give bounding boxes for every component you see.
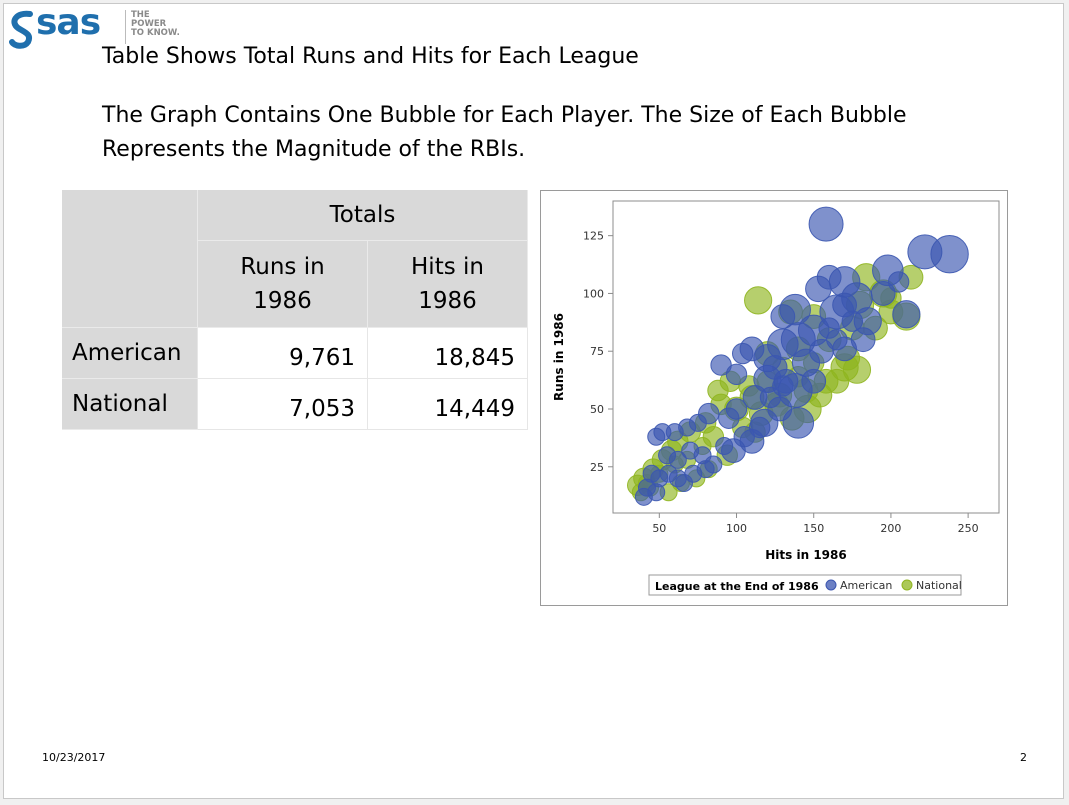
bubble-american — [718, 407, 740, 429]
bubble-american — [782, 407, 815, 439]
bubble-chart-frame: 50 100 150 200 250 25 50 75 100 125 Hits in 1986 Ru… — [540, 190, 1008, 606]
y-tick-label: 100 — [583, 287, 604, 300]
row-label-national: National — [62, 378, 198, 430]
bubble-american — [647, 427, 666, 446]
bubble-american — [748, 416, 771, 439]
bubble-national — [824, 368, 850, 394]
bubble-american — [809, 338, 834, 364]
y-tick-label: 75 — [590, 345, 604, 358]
x-tick-label: 150 — [803, 522, 824, 535]
sas-logo: sas THE POWER TO KNOW. — [8, 2, 198, 52]
hits-value-national: 14,449 — [367, 378, 528, 430]
bubble-american — [762, 355, 788, 380]
totals-table: Totals Runs in 1986 Hits in 1986 American … — [62, 190, 528, 430]
table-row: American 9,761 18,845 — [62, 327, 528, 379]
bullet-table-description: Table Shows Total Runs and Hits for Each… — [102, 44, 639, 69]
bubble-american — [892, 300, 921, 329]
bubble-american — [818, 317, 840, 339]
legend-label-american: American — [840, 579, 892, 592]
bubble-american — [930, 234, 969, 274]
slide: sas THE POWER TO KNOW. Table Shows Total… — [3, 2, 1064, 799]
legend-box — [648, 574, 962, 596]
hits-column-header: Hits in 1986 — [367, 240, 528, 328]
legend-title: League at the End of 1986 — [655, 580, 819, 593]
y-tick-label: 25 — [590, 461, 604, 474]
x-tick-label: 100 — [726, 522, 747, 535]
bubble-american — [647, 483, 666, 502]
bullet-graph-description: The Graph Contains One Bubble for Each P… — [102, 103, 907, 162]
bubble-american — [841, 310, 864, 332]
bubble-american — [808, 206, 844, 242]
x-tick-label: 200 — [880, 522, 901, 535]
legend-label-national: National — [916, 579, 962, 592]
bubble-chart: 50 100 150 200 250 25 50 75 100 125 Hits in 1986 Ru… — [552, 200, 1000, 596]
sas-swirl-icon — [9, 10, 33, 49]
bubble-american — [696, 460, 715, 479]
row-label-american: American — [62, 327, 198, 379]
totals-header: Totals — [197, 190, 528, 241]
bubble-national — [744, 286, 773, 315]
bubble-american — [887, 271, 910, 293]
bubble-american — [731, 342, 754, 365]
legend-marker-national — [901, 579, 913, 591]
footer-date: 10/23/2017 — [42, 751, 106, 764]
table-corner — [62, 190, 198, 328]
x-tick-label: 250 — [958, 522, 979, 535]
bubble-american — [870, 281, 896, 306]
runs-column-header: Runs in 1986 — [197, 240, 368, 328]
bubble-american — [759, 386, 782, 409]
logo-divider — [125, 10, 126, 44]
y-tick-label: 50 — [590, 403, 604, 416]
hits-value-american: 18,845 — [367, 327, 528, 379]
runs-value-national: 7,053 — [197, 378, 368, 430]
bubble-american — [668, 450, 687, 469]
legend-marker-american — [825, 579, 837, 591]
y-tick-label: 125 — [583, 230, 604, 243]
logo-wordmark: sas — [36, 2, 101, 43]
x-axis-label: Hits in 1986 — [765, 548, 846, 562]
bubble-american — [725, 363, 748, 386]
page-number: 2 — [1020, 751, 1027, 764]
runs-value-american: 9,761 — [197, 327, 368, 379]
logo-tagline: THE POWER TO KNOW. — [131, 10, 180, 38]
bubble-american — [715, 436, 734, 455]
y-axis-label: Runs in 1986 — [552, 313, 566, 401]
bubble-american — [805, 275, 832, 303]
table-row: National 7,053 14,449 — [62, 378, 528, 430]
x-tick-label: 50 — [652, 522, 666, 535]
bubble-national — [707, 379, 729, 402]
bubble-american — [770, 304, 796, 329]
